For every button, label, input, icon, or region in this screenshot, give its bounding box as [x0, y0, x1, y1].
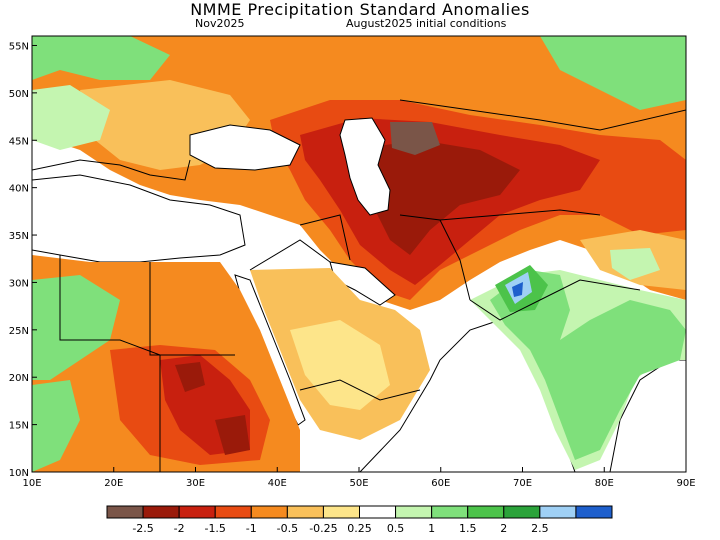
latitude-label: 40N — [9, 184, 29, 195]
country-border — [32, 159, 191, 181]
mediterranean-sea — [32, 174, 246, 263]
latitude-label: 15N — [9, 421, 29, 432]
colorbar-swatch — [322, 505, 360, 519]
country-border — [399, 214, 471, 301]
latitude-axis: 55N 50N 45N 40N 35N 30N 25N 20N 15N 10N — [9, 41, 37, 479]
anomaly-region — [540, 36, 686, 110]
colorbar-swatch — [575, 505, 613, 519]
latitude-label: 45N — [9, 136, 29, 147]
anomaly-region — [32, 36, 170, 80]
colorbar-swatch — [539, 505, 577, 519]
latitude-label: 10N — [9, 468, 29, 479]
country-border — [299, 379, 421, 401]
colorbar-swatch — [214, 505, 252, 519]
latitude-label: 50N — [9, 89, 29, 100]
caspian-sea — [339, 117, 391, 216]
longitude-label: 30E — [186, 478, 205, 489]
colorbar-label: -2.5 — [132, 522, 153, 535]
anomaly-region — [32, 380, 80, 472]
anomaly-region — [290, 320, 390, 410]
black-sea — [189, 124, 301, 171]
colorbar-swatch — [178, 505, 216, 519]
colorbar-swatch — [106, 505, 144, 519]
longitude-label: 90E — [676, 478, 695, 489]
country-border — [469, 279, 641, 321]
anomaly-region — [610, 248, 660, 280]
country-border — [149, 262, 235, 356]
anomaly-region — [175, 362, 205, 392]
colorbar-label: 2.5 — [531, 522, 549, 535]
country-border — [439, 209, 601, 221]
anomaly-region — [32, 275, 120, 380]
anomaly-region — [350, 140, 520, 255]
longitude-label: 70E — [513, 478, 532, 489]
colorbar-swatch — [250, 505, 288, 519]
longitude-label: 60E — [431, 478, 450, 489]
longitude-axis: 10E 20E 30E 40E 50E 60E 70E 80E 90E — [22, 467, 696, 489]
longitude-label: 50E — [349, 478, 368, 489]
latitude-label: 25N — [9, 326, 29, 337]
colorbar-swatch — [395, 505, 433, 519]
colorbar-label: 2 — [500, 522, 507, 535]
anomaly-region — [32, 85, 110, 150]
colorbar-label: 0.5 — [387, 522, 405, 535]
longitude-label: 10E — [22, 478, 41, 489]
colorbar: -2.5 -2 -1.5 -1 -0.5 -0.25 0.25 0.5 1 1.5 2 2.5 — [106, 505, 613, 535]
colorbar-swatch — [286, 505, 324, 519]
borders — [32, 99, 686, 472]
country-border — [399, 99, 686, 131]
forecast-month: Nov2025 — [195, 17, 245, 30]
longitude-label: 20E — [104, 478, 123, 489]
colorbar-swatch — [359, 505, 397, 519]
country-border — [59, 255, 161, 472]
anomaly-region — [215, 415, 250, 455]
colorbar-label: 0.25 — [347, 522, 372, 535]
country-border — [249, 239, 331, 271]
colorbar-swatch — [467, 505, 505, 519]
map-title: NMME Precipitation Standard Anomalies — [190, 0, 530, 19]
latitude-label: 35N — [9, 231, 29, 242]
anomaly-region — [512, 282, 523, 297]
colorbar-label: -1.5 — [204, 522, 225, 535]
country-border — [299, 214, 351, 261]
longitude-label: 80E — [595, 478, 614, 489]
colorbar-label: 1.5 — [459, 522, 477, 535]
colorbar-label: -0.25 — [309, 522, 337, 535]
anomaly-region — [490, 270, 686, 460]
colorbar-label: -2 — [174, 522, 185, 535]
initial-conditions: August2025 initial conditions — [346, 17, 507, 30]
latitude-label: 30N — [9, 278, 29, 289]
colorbar-label: 1 — [428, 522, 435, 535]
latitude-label: 55N — [9, 41, 29, 52]
anomaly-region — [390, 122, 440, 155]
colorbar-label: -1 — [246, 522, 257, 535]
colorbar-label: -0.5 — [277, 522, 298, 535]
colorbar-swatch — [431, 505, 469, 519]
colorbar-swatch — [142, 505, 180, 519]
latitude-label: 20N — [9, 373, 29, 384]
colorbar-swatch — [503, 505, 541, 519]
anomaly-fields — [32, 36, 686, 472]
longitude-label: 40E — [268, 478, 287, 489]
